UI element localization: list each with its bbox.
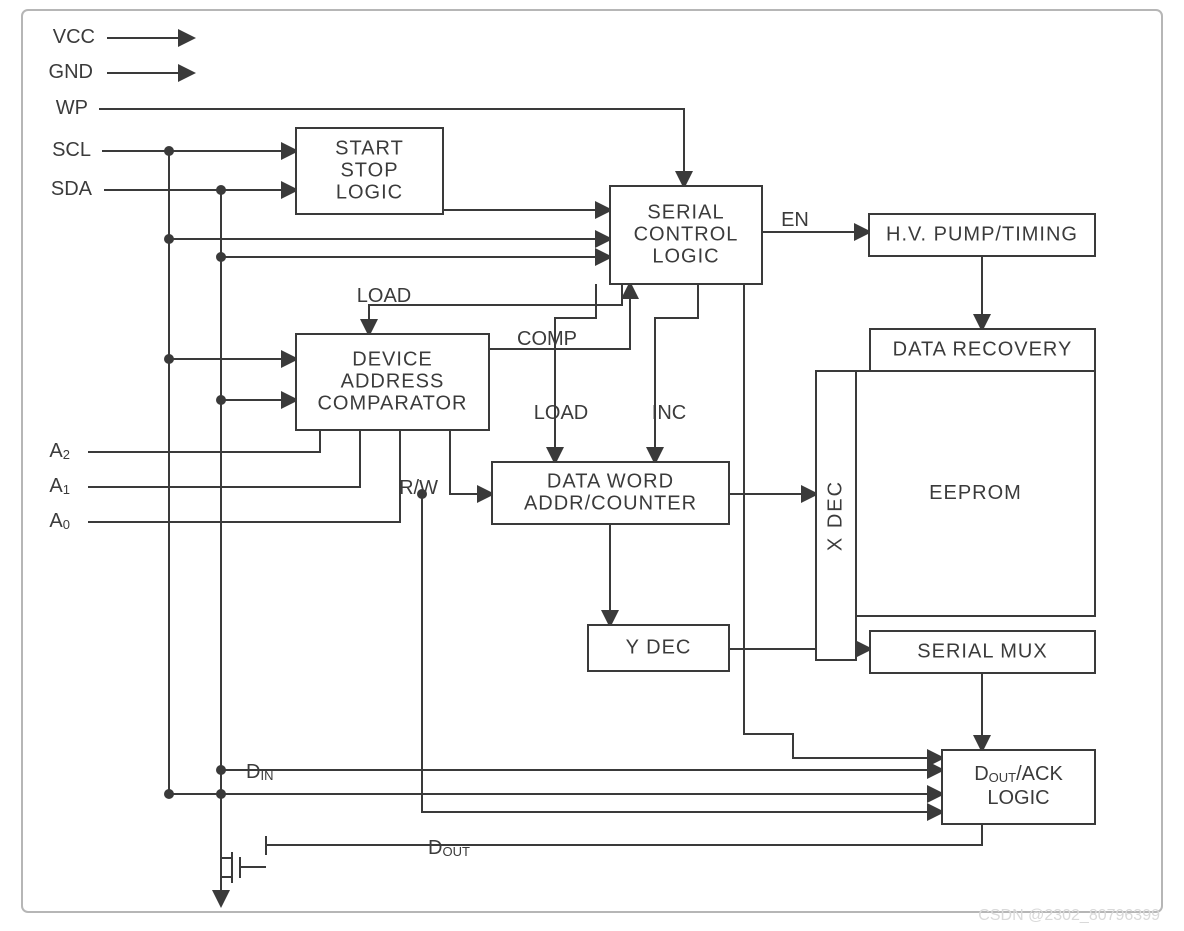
junction-dot — [216, 789, 226, 799]
start-stop-logic-block-label: STOP — [340, 159, 398, 181]
eeprom-block-label: EEPROM — [929, 482, 1022, 504]
junction-dot — [216, 252, 226, 262]
wire — [88, 430, 400, 522]
pin-vcc: VCC — [53, 26, 95, 48]
start-stop-logic-block-label: START — [335, 137, 404, 159]
device-address-comparator-block-label: DEVICE — [352, 348, 432, 370]
pin-a1: A1 — [49, 475, 70, 497]
junction-dot — [164, 234, 174, 244]
device-address-comparator-block-label: COMPARATOR — [317, 392, 467, 414]
serial-control-logic-block-label: CONTROL — [634, 223, 739, 245]
wire — [450, 430, 492, 494]
pin-a0: A0 — [49, 510, 70, 532]
pin-sda: SDA — [51, 178, 93, 200]
data-word-addr-counter-block-label: ADDR/COUNTER — [524, 492, 697, 514]
dout-ack-logic-block-label: LOGIC — [987, 787, 1049, 809]
serial-control-logic-block-label: LOGIC — [652, 245, 719, 267]
data-recovery-block-label: DATA RECOVERY — [893, 338, 1073, 360]
block-diagram: STARTSTOPLOGICSERIALCONTROLLOGICH.V. PUM… — [0, 0, 1184, 931]
junction-dot — [216, 765, 226, 775]
label-din: DIN — [246, 761, 273, 783]
x-dec-block-label: X DEC — [824, 480, 846, 551]
pin-gnd: GND — [49, 61, 93, 83]
wire — [88, 430, 320, 452]
label-rw: R/W — [399, 477, 438, 499]
label-inc: INC — [652, 402, 686, 424]
start-stop-logic-block-label: LOGIC — [336, 181, 403, 203]
label-load-1: LOAD — [357, 285, 411, 307]
serial-control-logic-block-label: SERIAL — [647, 201, 724, 223]
wire — [266, 824, 982, 845]
junction-dot — [164, 146, 174, 156]
device-address-comparator-block-label: ADDRESS — [341, 370, 445, 392]
wire — [555, 284, 596, 462]
wire — [655, 284, 698, 462]
junction-dot — [164, 354, 174, 364]
label-dout: DOUT — [428, 837, 470, 859]
pin-wp: WP — [56, 97, 88, 119]
pin-scl: SCL — [52, 139, 91, 161]
serial-mux-block-label: SERIAL MUX — [917, 640, 1047, 662]
junction-dot — [216, 185, 226, 195]
junction-dot — [216, 395, 226, 405]
label-comp: COMP — [517, 328, 577, 350]
label-en: EN — [781, 209, 809, 231]
dout-ack-logic-block-label: DOUT/ACK — [974, 763, 1063, 785]
y-dec-block-label: Y DEC — [626, 636, 692, 658]
label-load-2: LOAD — [534, 402, 588, 424]
junction-dot — [164, 789, 174, 799]
data-word-addr-counter-block-label: DATA WORD — [547, 470, 674, 492]
pin-a2: A2 — [49, 440, 70, 462]
watermark: CSDN @2302_80796399 — [978, 907, 1160, 924]
hv-pump-timing-block-label: H.V. PUMP/TIMING — [886, 223, 1078, 245]
